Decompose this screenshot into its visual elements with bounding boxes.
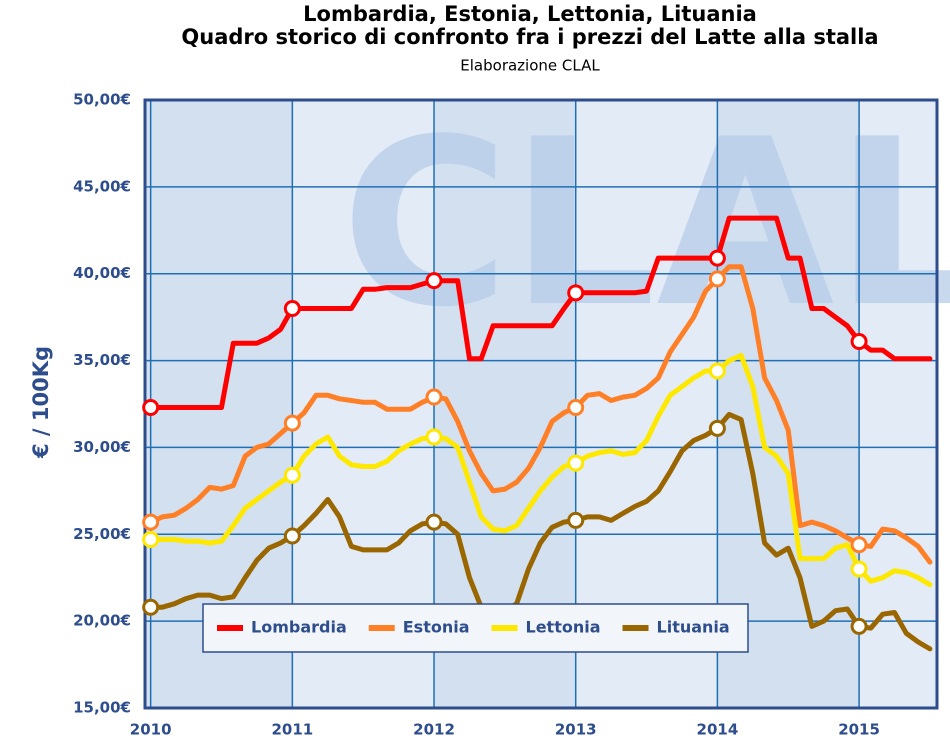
series-line — [148, 215, 933, 410]
series-marker — [425, 428, 443, 446]
series-line — [148, 411, 933, 652]
series-marker — [567, 511, 585, 529]
y-tick-label: 25,00€ — [73, 525, 131, 543]
series-marker — [850, 536, 868, 554]
series-marker — [567, 454, 585, 472]
series-marker — [850, 560, 868, 578]
series-line — [148, 352, 933, 588]
series-marker — [708, 362, 726, 380]
watermark: CLAL — [341, 91, 950, 358]
y-tick-label: 50,00€ — [73, 91, 131, 109]
x-tick-label: 2014 — [697, 721, 739, 739]
series-marker — [850, 617, 868, 635]
y-tick-label: 30,00€ — [73, 438, 131, 456]
series-marker — [708, 249, 726, 267]
series-marker — [283, 466, 301, 484]
y-tick-label: 35,00€ — [73, 351, 131, 369]
legend-item: Lituania — [622, 618, 730, 637]
series-marker — [425, 272, 443, 290]
series-marker — [142, 398, 160, 416]
series-marker — [283, 414, 301, 432]
chart-title: Lombardia, Estonia, Lettonia, Lituania — [303, 2, 757, 26]
chart-title: Quadro storico di confronto fra i prezzi… — [181, 25, 878, 49]
legend-box — [202, 603, 749, 653]
series-marker — [283, 299, 301, 317]
series-marker — [142, 513, 160, 531]
series-marker — [425, 388, 443, 406]
series-marker — [708, 270, 726, 288]
x-tick-label: 2013 — [555, 721, 597, 739]
series-marker — [425, 513, 443, 531]
legend-label: Lettonia — [526, 618, 601, 637]
legend-label: Lombardia — [251, 618, 347, 637]
x-tick-label: 2011 — [271, 721, 313, 739]
series-marker — [850, 332, 868, 350]
series-marker — [567, 398, 585, 416]
legend-label: Lituania — [657, 618, 730, 637]
x-tick-label: 2015 — [838, 721, 880, 739]
series-line — [148, 264, 933, 565]
y-tick-label: 45,00€ — [73, 177, 131, 195]
series-marker — [142, 598, 160, 616]
legend-item: Lombardia — [217, 618, 347, 637]
legend: Lombardia Estonia Lettonia Lituania — [217, 618, 730, 637]
legend-item: Estonia — [368, 618, 470, 637]
series-marker — [567, 284, 585, 302]
series-marker — [708, 419, 726, 437]
x-tick-label: 2010 — [130, 721, 172, 739]
y-tick-label: 20,00€ — [73, 612, 131, 630]
legend-label: Estonia — [403, 618, 470, 637]
y-tick-label: 40,00€ — [73, 264, 131, 282]
y-axis-label: € / 100Kg — [29, 346, 53, 459]
series-marker — [142, 530, 160, 548]
x-tick-label: 2012 — [413, 721, 455, 739]
y-tick-label: 15,00€ — [73, 699, 131, 717]
series-marker — [283, 527, 301, 545]
chart-caption: Elaborazione CLAL — [460, 57, 600, 75]
legend-item: Lettonia — [491, 618, 601, 637]
